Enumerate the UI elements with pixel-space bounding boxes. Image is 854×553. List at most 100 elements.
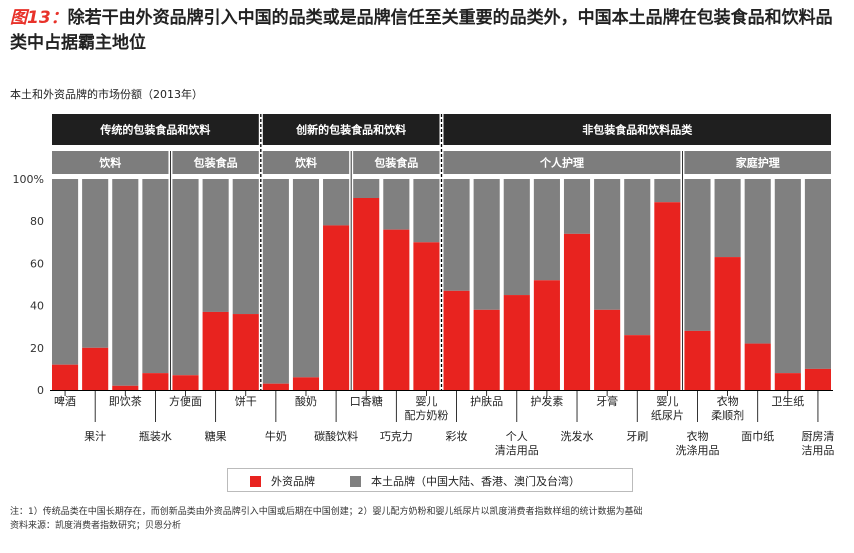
bar-local (563, 179, 591, 234)
x-tick-label: 啤酒 (54, 394, 76, 408)
y-tick-label: 40 (30, 300, 44, 313)
subgroup-header (172, 151, 259, 174)
bar-local (262, 179, 289, 384)
legend: 外资品牌 本土品牌（中国大陆、香港、澳门及台湾） (227, 468, 633, 492)
legend-swatch-foreign (250, 475, 261, 487)
bar-foreign (383, 229, 410, 390)
subgroup-header-label: 饮料 (98, 156, 121, 170)
subgroup-header (443, 151, 681, 174)
bar-foreign (744, 343, 771, 390)
bar-foreign (202, 311, 229, 390)
subgroup-header (262, 151, 350, 174)
x-tick-label: 柔顺剂 (711, 408, 744, 422)
y-tick-label: 0 (37, 384, 44, 397)
group-header (52, 114, 259, 145)
x-tick-label: 配方奶粉 (404, 408, 448, 422)
bar-foreign (142, 373, 169, 390)
bar-foreign (533, 280, 560, 390)
bar-foreign (714, 257, 741, 390)
bar-local (624, 179, 651, 336)
bar-local (413, 179, 440, 243)
x-tick-label: 牛奶 (265, 429, 287, 443)
bar-foreign (473, 309, 500, 390)
x-tick-label: 彩妆 (446, 430, 468, 443)
legend-item-local: 本土品牌（中国大陆、香港、澳门及台湾） (350, 473, 580, 489)
legend-label-foreign: 外资品牌 (271, 475, 315, 488)
y-tick-label: 100% (13, 173, 44, 186)
bar-local (533, 179, 560, 281)
group-header (262, 114, 440, 145)
bar-local (744, 179, 771, 344)
x-tick-label: 厨房清 (801, 430, 834, 443)
bar-foreign (52, 364, 79, 390)
bar-foreign (232, 314, 259, 390)
subgroup-header (353, 151, 440, 174)
x-tick-label: 清洁用品 (495, 444, 539, 457)
bar-local (684, 179, 711, 331)
subgroup-header-label: 家庭护理 (736, 156, 780, 170)
bar-foreign (774, 373, 801, 390)
chart-title: 图13：除若干由外资品牌引入中国的品类或是品牌信任至关重要的品类外，中国本土品牌… (10, 6, 845, 56)
bar-local (473, 179, 500, 310)
bar-local (232, 179, 259, 315)
bar-local (714, 179, 741, 258)
x-tick-label: 牙膏 (596, 394, 618, 408)
group-header-label: 传统的包装食品和饮料 (99, 123, 210, 137)
bar-foreign (503, 295, 530, 390)
x-tick-label: 洗涤用品 (675, 443, 719, 457)
x-tick-label: 洗发水 (561, 429, 594, 443)
bar-foreign (594, 309, 621, 390)
x-tick-label: 饼干 (235, 394, 257, 408)
bar-local (654, 179, 681, 203)
subgroup-header (52, 151, 169, 174)
x-tick-label: 巧克力 (380, 430, 413, 443)
bar-local (774, 179, 801, 374)
x-tick-label: 护肤品 (470, 394, 503, 408)
figure-label: 图13： (10, 8, 68, 28)
x-tick-label: 碳酸饮料 (314, 429, 358, 443)
bar-foreign (112, 385, 139, 390)
x-tick-label: 酸奶 (295, 394, 317, 408)
y-tick-label: 20 (30, 342, 44, 355)
x-tick-label: 婴儿 (656, 395, 678, 408)
x-tick-label: 瓶装水 (139, 429, 172, 443)
x-tick-label: 个人 (506, 430, 528, 443)
x-tick-label: 纸尿片 (651, 409, 684, 422)
source-line: 资料来源：凯度消费者指数研究；贝恩分析 (10, 521, 182, 531)
x-tick-label: 护发素 (530, 394, 563, 408)
x-tick-label: 卫生纸 (771, 394, 804, 408)
bar-local (202, 179, 229, 312)
x-tick-label: 面巾纸 (741, 429, 774, 443)
subgroup-header-label: 个人护理 (539, 156, 584, 170)
subgroup-header (684, 151, 831, 174)
bar-foreign (172, 375, 199, 390)
bar-foreign (443, 290, 470, 390)
bar-local (383, 179, 410, 230)
bar-foreign (684, 330, 711, 390)
x-tick-label: 洁用品 (801, 444, 834, 457)
x-tick-label: 即饮茶 (109, 395, 142, 408)
bar-foreign (292, 377, 320, 390)
group-header-label: 创新的包装食品和饮料 (295, 123, 406, 137)
x-tick-label: 口香糖 (350, 394, 383, 408)
bar-foreign (323, 225, 350, 390)
footnotes: 注：1）传统品类在中国长期存在，而创新品类由外资品牌引入中国或后期在中国创建；2… (10, 505, 642, 533)
x-tick-label: 果汁 (84, 430, 106, 443)
x-tick-label: 衣物 (717, 394, 739, 408)
bar-local (142, 179, 169, 374)
subgroup-header-label: 包装食品 (193, 156, 238, 170)
bar-foreign (262, 383, 289, 390)
subgroup-header-label: 饮料 (294, 156, 317, 170)
x-tick-label: 方便面 (169, 394, 202, 408)
bar-local (353, 179, 380, 198)
x-tick-label: 婴儿 (415, 395, 437, 408)
bar-local (443, 179, 470, 291)
legend-label-local: 本土品牌（中国大陆、香港、澳门及台湾） (371, 475, 580, 488)
x-tick-label: 糖果 (205, 429, 227, 443)
x-tick-label: 衣物 (686, 429, 708, 443)
bar-local (52, 179, 79, 365)
bar-local (323, 179, 350, 226)
legend-swatch-local (350, 475, 361, 487)
bar-local (112, 179, 139, 386)
group-header-label: 非包装食品和饮料品类 (582, 123, 693, 137)
